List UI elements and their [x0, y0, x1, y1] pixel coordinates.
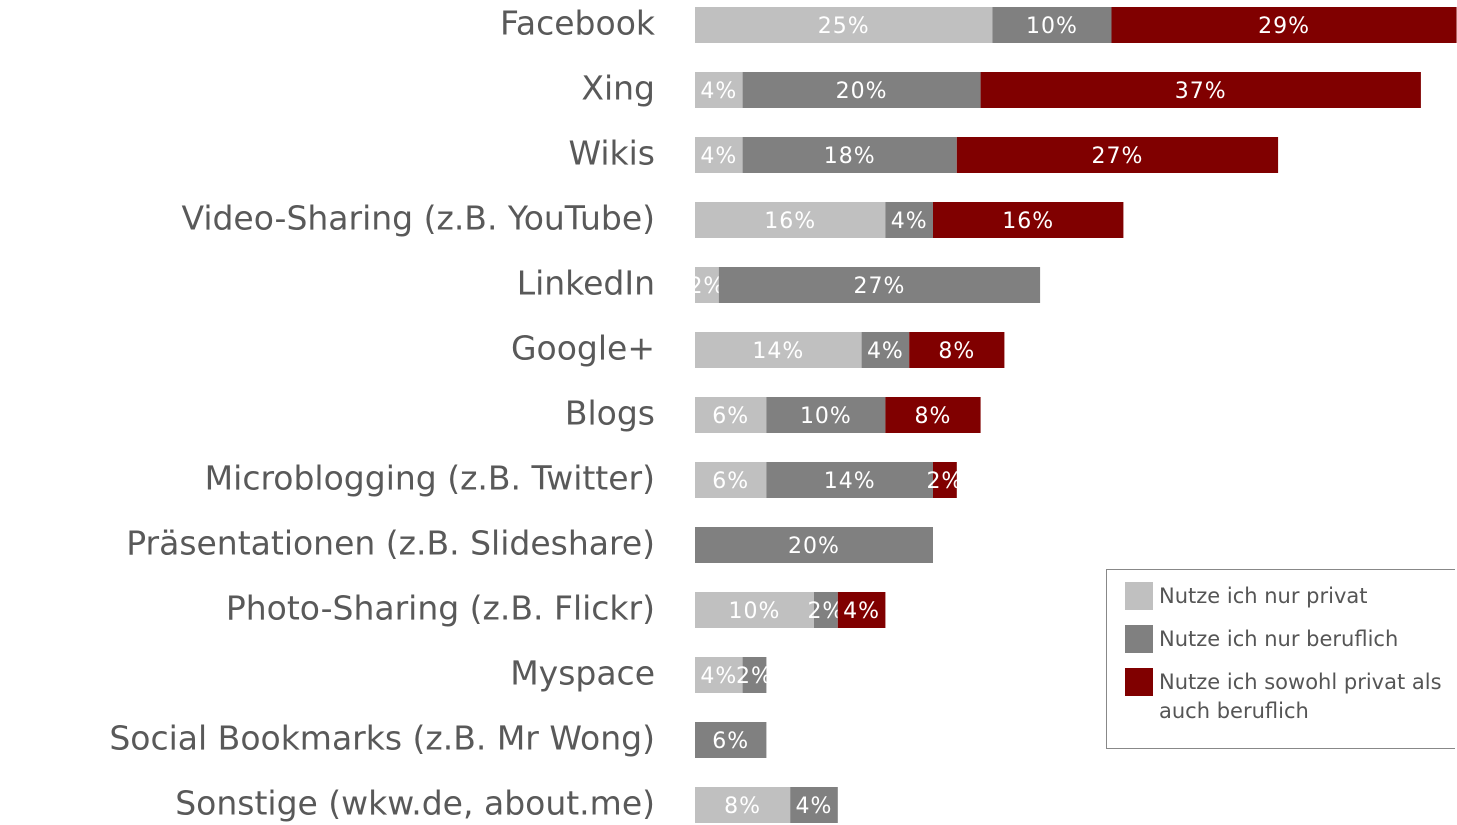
- value-label: 2%: [736, 664, 773, 689]
- bar-segment: [837, 592, 886, 628]
- bar-segment: [718, 267, 1041, 303]
- value-label: 16%: [764, 209, 816, 234]
- legend-swatch: [1125, 582, 1153, 610]
- value-label: 27%: [853, 274, 905, 299]
- bar-segment: [742, 657, 767, 693]
- category-label: Myspace: [510, 654, 655, 693]
- value-label: 10%: [729, 599, 781, 624]
- bar-segment: [956, 137, 1279, 173]
- bar-segment: [695, 267, 719, 303]
- bar-segment: [695, 722, 767, 758]
- legend-label: Nutze ich nur beruflich: [1159, 627, 1399, 651]
- value-label: 14%: [824, 469, 876, 494]
- category-label: Wikis: [568, 134, 655, 173]
- value-label: 8%: [724, 794, 761, 819]
- value-label: 29%: [1258, 14, 1310, 39]
- category-label: Microblogging (z.B. Twitter): [205, 459, 655, 498]
- bar-segment: [766, 462, 933, 498]
- bar-segment: [695, 137, 743, 173]
- value-label: 2%: [926, 469, 963, 494]
- bar-segment: [695, 787, 791, 823]
- value-label: 6%: [712, 404, 749, 429]
- legend-label: Nutze ich sowohl privat als auch berufli…: [1159, 670, 1442, 723]
- value-label: 4%: [700, 144, 737, 169]
- legend-item: Nutze ich sowohl privat als auch berufli…: [1125, 668, 1455, 726]
- value-label: 20%: [836, 79, 888, 104]
- legend-item: Nutze ich nur privat: [1125, 582, 1455, 611]
- value-label: 4%: [700, 79, 737, 104]
- category-label: Xing: [581, 69, 655, 108]
- category-label: Video-Sharing (z.B. YouTube): [181, 199, 655, 238]
- bar-segment: [885, 202, 933, 238]
- bar-segment: [695, 657, 743, 693]
- bar-segment: [814, 592, 838, 628]
- bar-segment: [1111, 7, 1457, 43]
- value-label: 14%: [752, 339, 804, 364]
- bar-segment: [933, 202, 1124, 238]
- bar-segment: [695, 202, 886, 238]
- category-label: Präsentationen (z.B. Slideshare): [126, 524, 655, 563]
- value-label: 18%: [824, 144, 876, 169]
- value-label: 2%: [807, 599, 844, 624]
- legend-label: Nutze ich nur privat: [1159, 584, 1368, 608]
- value-label: 2%: [688, 274, 725, 299]
- bar-segment: [933, 462, 957, 498]
- bar-segment: [695, 7, 993, 43]
- bar-segment: [790, 787, 838, 823]
- category-label: Sonstige (wkw.de, about.me): [175, 784, 655, 823]
- bar-segment: [742, 137, 957, 173]
- value-label: 4%: [796, 794, 833, 819]
- category-label: Google+: [511, 329, 655, 368]
- bar-segment: [861, 332, 910, 368]
- value-label: 37%: [1175, 79, 1227, 104]
- value-label: 25%: [818, 14, 870, 39]
- value-label: 6%: [712, 469, 749, 494]
- category-label: Social Bookmarks (z.B. Mr Wong): [109, 719, 655, 758]
- category-label: LinkedIn: [517, 264, 655, 303]
- bar-segment: [695, 462, 767, 498]
- bar-segment: [885, 397, 981, 433]
- bar-segment: [695, 592, 814, 628]
- bar-segment: [695, 397, 767, 433]
- bar-segment: [766, 397, 886, 433]
- category-label: Blogs: [565, 394, 655, 433]
- value-label: 20%: [788, 534, 840, 559]
- bar-segment: [695, 72, 743, 108]
- value-label: 16%: [1002, 209, 1054, 234]
- bar-segment: [980, 72, 1421, 108]
- value-label: 8%: [915, 404, 952, 429]
- value-label: 8%: [938, 339, 975, 364]
- value-label: 4%: [891, 209, 928, 234]
- value-label: 4%: [867, 339, 904, 364]
- bar-segment: [695, 527, 933, 563]
- value-label: 27%: [1091, 144, 1143, 169]
- value-label: 4%: [843, 599, 880, 624]
- category-label: Photo-Sharing (z.B. Flickr): [226, 589, 655, 628]
- category-label: Facebook: [500, 4, 656, 43]
- bar-segment: [742, 72, 981, 108]
- value-label: 10%: [1026, 14, 1078, 39]
- value-label: 4%: [700, 664, 737, 689]
- bar-segment: [909, 332, 1005, 368]
- bar-segment: [695, 332, 862, 368]
- legend: Nutze ich nur privat Nutze ich nur berufl…: [1106, 569, 1455, 749]
- value-label: 6%: [712, 729, 749, 754]
- legend-swatch: [1125, 625, 1153, 653]
- bar-segment: [992, 7, 1112, 43]
- legend-item: Nutze ich nur beruflich: [1125, 625, 1455, 654]
- value-label: 10%: [800, 404, 852, 429]
- legend-swatch: [1125, 668, 1153, 696]
